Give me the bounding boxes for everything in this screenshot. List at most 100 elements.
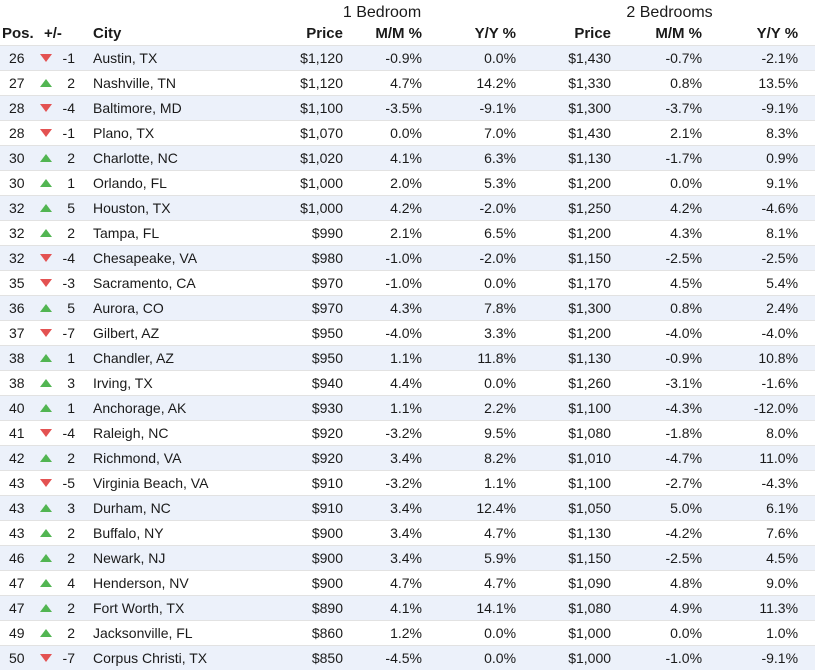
triangle-up-icon: [40, 629, 52, 638]
city-cell: Jacksonville, FL: [91, 620, 240, 646]
yy-2br-cell: -12.0%: [718, 395, 815, 421]
triangle-up-icon: [40, 154, 52, 163]
price-2br-cell: $1,430: [524, 120, 621, 146]
rank-change-value: 2: [67, 225, 75, 241]
price-1br-cell: $950: [240, 320, 350, 346]
rank-change-cell: -3: [40, 270, 91, 296]
mm-1br-cell: -4.0%: [350, 320, 438, 346]
mm-1br-cell: 1.1%: [350, 395, 438, 421]
rank-change-cell: 3: [40, 495, 91, 521]
mm-2br-cell: -1.0%: [620, 645, 719, 670]
city-cell: Anchorage, AK: [91, 395, 240, 421]
mm-2br-cell: -4.3%: [620, 395, 719, 421]
city-cell: Orlando, FL: [91, 170, 240, 196]
rank-cell: 32: [0, 220, 40, 246]
rank-cell: 32: [0, 245, 40, 271]
mm-1br-cell: 2.1%: [350, 220, 438, 246]
price-1br-cell: $1,000: [240, 195, 350, 221]
price-1br-cell: $910: [240, 495, 350, 521]
mm-1br-cell: -1.0%: [350, 270, 438, 296]
city-cell: Gilbert, AZ: [91, 320, 240, 346]
group-header-row: 1 Bedroom 2 Bedrooms: [0, 0, 815, 22]
header-price-2br: Price: [574, 25, 612, 42]
price-1br-cell: $850: [240, 645, 350, 670]
yy-1br-cell: 6.5%: [438, 220, 525, 246]
table-row: 43 -5 Virginia Beach, VA $910 -3.2% 1.1% $1,10…: [0, 470, 815, 496]
yy-1br-cell: 0.0%: [438, 45, 525, 71]
rank-cell: 47: [0, 595, 40, 621]
rank-change-value: 2: [67, 150, 75, 166]
triangle-up-icon: [40, 179, 52, 188]
price-2br-cell: $1,330: [524, 70, 621, 96]
rank-change-cell: 1: [40, 170, 91, 196]
mm-2br-cell: -1.7%: [620, 145, 719, 171]
triangle-up-icon: [40, 229, 52, 238]
yy-1br-cell: 3.3%: [438, 320, 525, 346]
header-mm-1br: M/M %: [375, 25, 422, 42]
city-cell: Baltimore, MD: [91, 95, 240, 121]
yy-2br-cell: 9.1%: [718, 170, 815, 196]
rank-change-cell: 2: [40, 70, 91, 96]
yy-1br-cell: 4.7%: [438, 570, 525, 596]
price-2br-cell: $1,000: [524, 645, 621, 670]
mm-1br-cell: 1.1%: [350, 345, 438, 371]
yy-1br-cell: 6.3%: [438, 145, 525, 171]
price-1br-cell: $1,070: [240, 120, 350, 146]
mm-1br-cell: 3.4%: [350, 445, 438, 471]
price-2br-cell: $1,200: [524, 320, 621, 346]
table-row: 50 -7 Corpus Christi, TX $850 -4.5% 0.0% $1,00…: [0, 645, 815, 670]
mm-2br-cell: -2.5%: [620, 245, 719, 271]
mm-2br-cell: 5.0%: [620, 495, 719, 521]
rank-change-value: 3: [67, 375, 75, 391]
mm-2br-cell: -3.1%: [620, 370, 719, 396]
yy-1br-cell: 14.2%: [438, 70, 525, 96]
rank-change-cell: -1: [40, 120, 91, 146]
yy-1br-cell: 11.8%: [438, 345, 525, 371]
column-header-row: Pos. +/- City Price M/M % Y/Y % Price M/…: [0, 22, 815, 46]
price-1br-cell: $930: [240, 395, 350, 421]
triangle-up-icon: [40, 604, 52, 613]
price-2br-cell: $1,150: [524, 245, 621, 271]
price-2br-cell: $1,300: [524, 95, 621, 121]
rank-change-value: 1: [67, 400, 75, 416]
table-row: 47 2 Fort Worth, TX $890 4.1% 14.1% $1,080 4.9%…: [0, 595, 815, 621]
yy-1br-cell: 14.1%: [438, 595, 525, 621]
rank-change-value: 4: [67, 575, 75, 591]
rank-change-value: 2: [67, 75, 75, 91]
price-1br-cell: $1,100: [240, 95, 350, 121]
rank-change-cell: -5: [40, 470, 91, 496]
rank-cell: 46: [0, 545, 40, 571]
price-2br-cell: $1,130: [524, 345, 621, 371]
triangle-up-icon: [40, 554, 52, 563]
triangle-up-icon: [40, 579, 52, 588]
rank-change-cell: -4: [40, 245, 91, 271]
mm-2br-cell: 0.8%: [620, 70, 719, 96]
mm-2br-cell: 0.8%: [620, 295, 719, 321]
city-cell: Plano, TX: [91, 120, 240, 146]
table-body: 26 -1 Austin, TX $1,120 -0.9% 0.0% $1,430 -0.7%…: [0, 45, 815, 670]
rank-cell: 47: [0, 570, 40, 596]
triangle-down-icon: [40, 254, 52, 263]
rank-cell: 42: [0, 445, 40, 471]
yy-2br-cell: -4.3%: [718, 470, 815, 496]
mm-1br-cell: 4.1%: [350, 145, 438, 171]
mm-2br-cell: -2.5%: [620, 545, 719, 571]
header-yy-1br: Y/Y %: [474, 25, 517, 42]
city-cell: Raleigh, NC: [91, 420, 240, 446]
price-1br-cell: $1,120: [240, 45, 350, 71]
mm-1br-cell: 4.3%: [350, 295, 438, 321]
mm-2br-cell: 4.8%: [620, 570, 719, 596]
price-2br-cell: $1,130: [524, 145, 621, 171]
rank-change-cell: 2: [40, 145, 91, 171]
yy-2br-cell: -1.6%: [718, 370, 815, 396]
group-header-one-bedroom: 1 Bedroom: [342, 4, 422, 21]
rank-change-value: -4: [62, 250, 75, 266]
mm-1br-cell: -0.9%: [350, 45, 438, 71]
yy-1br-cell: -2.0%: [438, 195, 525, 221]
table-row: 40 1 Anchorage, AK $930 1.1% 2.2% $1,100 -4.3% -…: [0, 395, 815, 421]
header-yy-2br: Y/Y %: [756, 25, 799, 42]
price-2br-cell: $1,250: [524, 195, 621, 221]
table-row: 38 1 Chandler, AZ $950 1.1% 11.8% $1,130 -0.9% 1…: [0, 345, 815, 371]
price-2br-cell: $1,130: [524, 520, 621, 546]
rank-cell: 43: [0, 520, 40, 546]
